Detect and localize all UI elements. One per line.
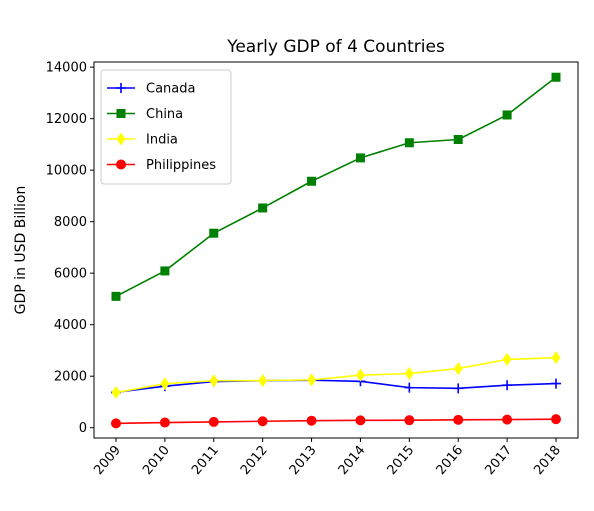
data-point-marker xyxy=(307,373,317,387)
data-point-marker xyxy=(551,351,561,365)
data-point-marker xyxy=(306,415,317,426)
legend-entry-canada: Canada xyxy=(107,82,195,97)
data-point-marker xyxy=(257,416,268,427)
data-point-marker xyxy=(258,374,268,388)
data-point-marker xyxy=(502,380,513,391)
data-point-marker xyxy=(551,414,561,425)
series-layer xyxy=(111,72,561,429)
series-china xyxy=(111,72,561,301)
legend-entry-india: India xyxy=(107,132,178,148)
series-line xyxy=(115,356,557,394)
y-tick-label: 12000 xyxy=(46,112,87,127)
data-point-marker xyxy=(551,378,561,389)
data-point-marker xyxy=(355,415,366,426)
y-tick-label: 14000 xyxy=(46,61,87,76)
data-point-marker xyxy=(258,203,268,213)
data-point-marker xyxy=(404,367,414,381)
data-point-marker xyxy=(209,374,219,388)
data-point-marker xyxy=(453,134,463,144)
data-point-marker xyxy=(111,386,121,400)
y-tick-label: 6000 xyxy=(54,267,87,282)
data-point-marker xyxy=(209,228,219,238)
data-point-marker xyxy=(160,377,170,391)
series-line xyxy=(115,76,557,298)
series-india xyxy=(111,351,561,400)
y-axis-ticks: 0 2000 4000 6000 8000 10000 12000 14000 xyxy=(46,61,94,436)
data-point-marker xyxy=(160,266,170,276)
legend-label: Canada xyxy=(146,82,195,97)
data-point-marker xyxy=(116,109,126,118)
series-line xyxy=(115,418,557,425)
legend-label: China xyxy=(146,107,183,122)
data-point-marker xyxy=(453,414,464,425)
data-point-marker xyxy=(453,383,464,394)
y-tick-label: 4000 xyxy=(54,318,87,333)
chart-title: Yearly GDP of 4 Countries xyxy=(226,37,445,57)
series-philippines xyxy=(111,414,561,429)
series-line xyxy=(115,379,557,394)
legend-label: India xyxy=(146,133,178,148)
legend-label: Philippines xyxy=(146,158,216,173)
data-point-marker xyxy=(453,362,463,376)
data-point-marker xyxy=(404,415,415,426)
data-point-marker xyxy=(355,368,365,382)
legend-entry-philippines: Philippines xyxy=(107,158,216,173)
data-point-marker xyxy=(111,418,121,429)
y-tick-label: 10000 xyxy=(46,164,87,179)
legend-box xyxy=(100,69,232,185)
data-point-marker xyxy=(208,416,219,427)
y-tick-label: 8000 xyxy=(54,215,87,230)
y-axis-label: GDP in USD Billion xyxy=(13,186,29,315)
plot-frame xyxy=(93,61,579,439)
data-point-marker xyxy=(111,291,121,301)
data-point-marker xyxy=(404,138,414,148)
y-tick-label: 0 xyxy=(79,421,87,436)
data-point-marker xyxy=(502,110,512,120)
data-point-marker xyxy=(502,352,512,366)
data-point-marker xyxy=(404,382,415,393)
data-point-marker xyxy=(116,83,126,93)
legend-entry-china: China xyxy=(107,107,183,122)
data-point-marker xyxy=(551,72,561,82)
data-point-marker xyxy=(355,153,365,163)
data-point-marker xyxy=(159,417,170,428)
data-point-marker xyxy=(116,132,126,146)
y-tick-label: 2000 xyxy=(54,370,87,385)
legend: Canada China India Philippines xyxy=(100,69,232,185)
data-point-marker xyxy=(307,176,317,186)
data-point-marker xyxy=(116,159,126,170)
data-point-marker xyxy=(502,414,513,425)
